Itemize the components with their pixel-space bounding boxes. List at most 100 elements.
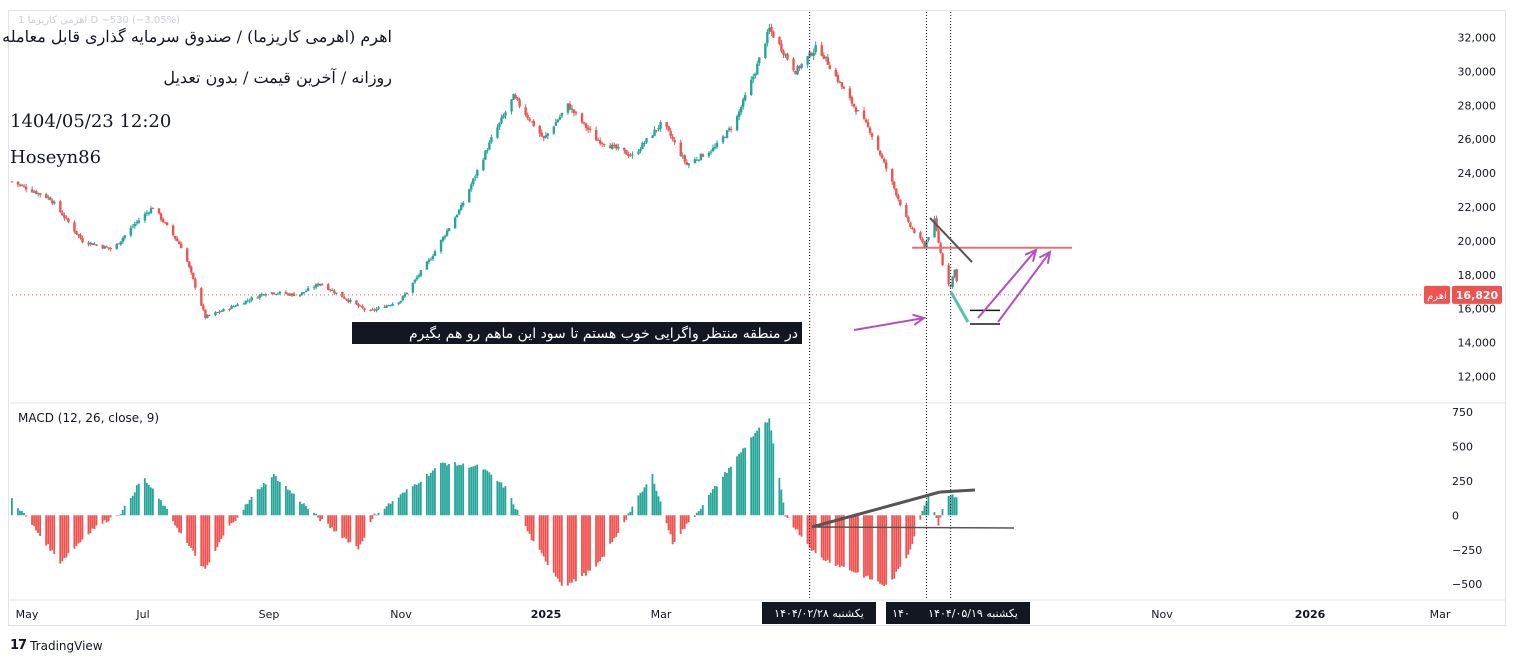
- candle-body: [119, 241, 122, 245]
- macd-bar: [158, 498, 160, 516]
- candle-body: [909, 222, 912, 228]
- candle-body: [470, 184, 473, 190]
- macd-bar: [764, 422, 767, 516]
- macd-bar: [200, 515, 203, 566]
- macd-bar: [935, 515, 938, 518]
- tradingview-logo[interactable]: 17 TradingView: [10, 638, 103, 653]
- macd-bar: [299, 501, 301, 516]
- candle-body: [472, 178, 475, 185]
- candle-body: [685, 162, 688, 165]
- macd-bar: [949, 496, 952, 516]
- candle-body: [22, 185, 26, 187]
- macd-bar: [530, 515, 533, 541]
- candle-body: [653, 129, 656, 136]
- candle-body: [10, 181, 14, 183]
- candle-body: [312, 287, 316, 289]
- price-tick-label: 18,000: [1458, 269, 1497, 282]
- candle-body: [468, 189, 471, 203]
- macd-bar: [820, 515, 823, 558]
- candle-body: [498, 122, 501, 128]
- price-tick-label: 24,000: [1458, 167, 1497, 180]
- macd-bar: [925, 501, 928, 516]
- macd-bar: [587, 515, 589, 571]
- price-tick-label: 32,000: [1458, 31, 1497, 44]
- candle-body: [256, 297, 259, 299]
- candle-body: [651, 135, 654, 138]
- time-marker-badge: [886, 602, 916, 624]
- macd-bar: [589, 515, 591, 571]
- macd-bar: [544, 515, 547, 562]
- macd-bar: [695, 512, 698, 516]
- macd-bar: [736, 456, 738, 516]
- candle-body: [411, 282, 415, 293]
- macd-bar: [742, 448, 744, 516]
- macd-bar: [137, 483, 140, 516]
- candle-body: [623, 147, 626, 151]
- candle-body: [347, 299, 350, 302]
- candle-body: [794, 70, 797, 75]
- candle-body: [574, 112, 578, 114]
- macd-bar: [63, 515, 66, 559]
- candle-body: [34, 191, 38, 194]
- macd-bar: [204, 515, 207, 569]
- time-tick-label: 2025: [531, 608, 562, 621]
- macd-bar: [274, 476, 277, 516]
- macd-bar: [172, 515, 174, 522]
- candle-body: [603, 144, 606, 146]
- author-name: Hoseyn86: [10, 147, 102, 168]
- macd-bar: [79, 515, 82, 543]
- price-tick-label: 16,000: [1458, 303, 1497, 316]
- candle-body: [248, 300, 251, 302]
- candle-body: [697, 159, 701, 161]
- macd-bar: [810, 515, 813, 551]
- macd-bar: [135, 485, 138, 516]
- macd-bar: [869, 515, 871, 580]
- candle-body: [947, 264, 950, 285]
- candle-body: [47, 197, 50, 199]
- time-tick-label: Jul: [135, 608, 149, 621]
- candle-body: [905, 204, 908, 218]
- macd-bar: [162, 505, 164, 516]
- macd-bar: [484, 469, 487, 516]
- candle-body: [711, 147, 715, 152]
- macd-bar: [566, 515, 569, 586]
- macd-bar: [540, 515, 543, 554]
- macd-bar: [327, 515, 330, 524]
- macd-bar: [331, 515, 334, 528]
- candle-body: [570, 108, 574, 110]
- macd-bar: [425, 473, 428, 516]
- candle-body: [681, 155, 684, 157]
- macd-bar: [419, 481, 422, 516]
- candle-body: [149, 208, 153, 214]
- price-tick-label: 26,000: [1458, 133, 1497, 146]
- candle-body: [45, 194, 48, 198]
- macd-bar: [152, 488, 154, 516]
- arrow-line: [997, 251, 1051, 323]
- candle-body: [598, 140, 602, 144]
- macd-bar: [431, 470, 434, 516]
- candle-body: [772, 31, 775, 38]
- macd-bar: [462, 463, 465, 516]
- macd-bar: [417, 483, 420, 516]
- candle-body: [194, 278, 197, 288]
- time-tick-label: Nov: [390, 608, 412, 621]
- candle-body: [611, 144, 614, 150]
- timestamp: 1404/05/23 12:20: [10, 111, 172, 132]
- macd-bar: [341, 515, 344, 539]
- macd-bar: [814, 515, 817, 554]
- macd-bar: [927, 496, 930, 516]
- macd-bar: [448, 463, 450, 516]
- note-box: [352, 322, 802, 344]
- candle-body: [447, 228, 451, 232]
- macd-bar: [854, 515, 857, 573]
- macd-bar: [627, 513, 630, 516]
- macd-bar: [865, 515, 867, 577]
- candle-body: [137, 220, 141, 223]
- candle-body: [897, 195, 900, 200]
- candle-body: [486, 150, 489, 152]
- macd-bar: [363, 515, 366, 538]
- macd-bar: [77, 515, 80, 544]
- candle-body: [558, 116, 562, 120]
- candle-body: [586, 127, 590, 130]
